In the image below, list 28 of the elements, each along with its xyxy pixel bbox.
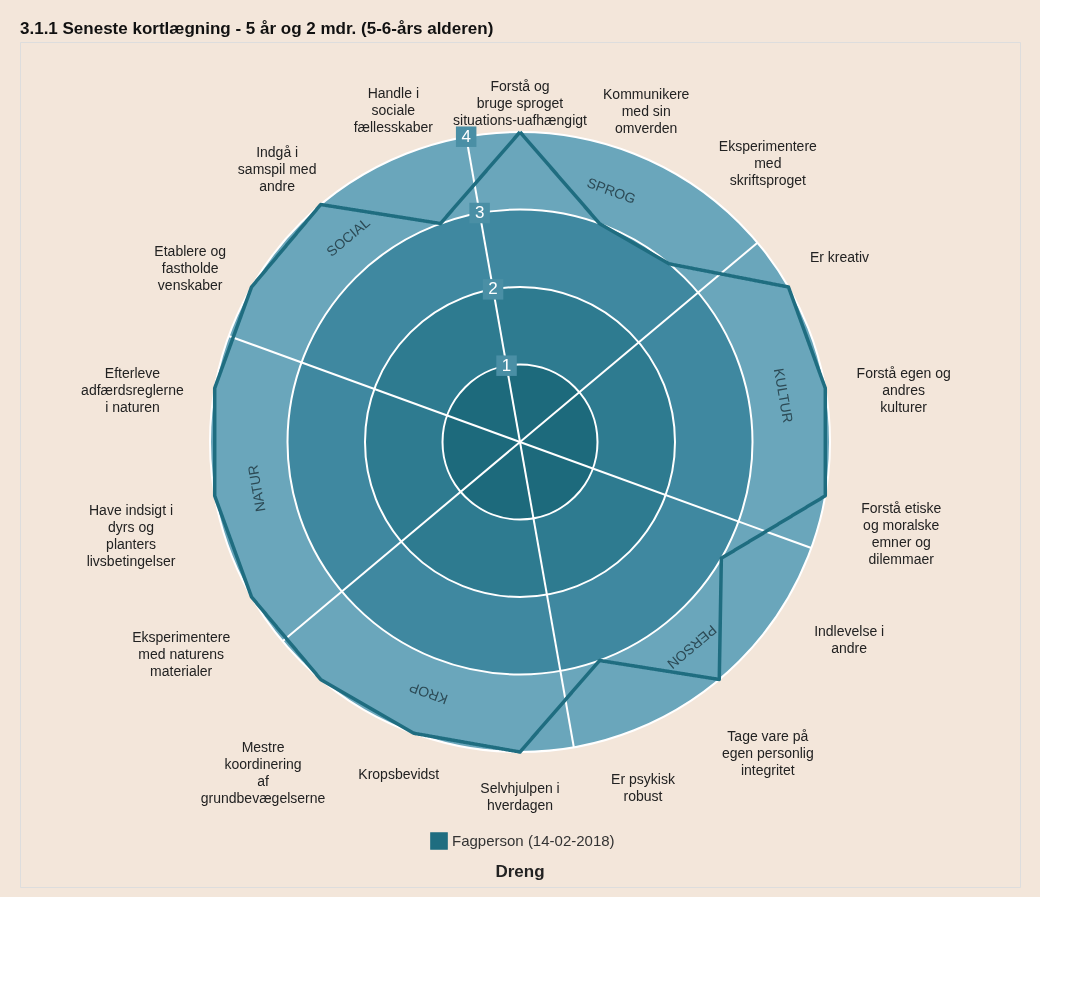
spoke-label: Indlevelse i andre [814, 623, 885, 657]
spoke-label: Forstå etiske og moralske emner og dilemmaer [861, 500, 942, 568]
spoke-label: Indgå i samspil med andre [237, 143, 317, 194]
y-tick-label: 2 [488, 279, 498, 299]
spoke-label: Etablere og fastholde venskaber [154, 242, 226, 293]
text: NATUR [244, 463, 269, 514]
spoke-label: Eksperimentere med skriftsproget [718, 137, 818, 188]
spoke-label: Kropsbevidst [358, 766, 440, 783]
spoke-label: Efterleve adfærdsreglerne i naturen [81, 364, 185, 415]
spoke-label: Selvhjulpen i hverdagen [480, 780, 560, 813]
text: KROP [407, 679, 450, 708]
spoke-label: Kommunikere med sin omverden [603, 86, 690, 137]
spoke-label: Mestre koordinering af grundbevægelserne [200, 739, 326, 807]
y-tick-label: 1 [501, 355, 512, 375]
y-tick-label: 3 [474, 203, 485, 223]
chart-title: 3.1.1 Seneste kortlægning - 5 år og 2 mdr. (5-6-års alderen) [20, 19, 494, 38]
spoke-label: Er psykisk robust [611, 770, 676, 804]
spoke-label: Forstå og bruge sproget situations-uafhængigt [453, 77, 588, 128]
text: Dreng [495, 862, 545, 881]
spoke-label: Forstå egen og andres kulturer [856, 365, 951, 416]
spoke-label: Eksperimentere med naturens materialer [132, 628, 231, 679]
spoke-label: Er kreativ [809, 248, 870, 265]
spoke-label: Handle i sociale fællesskaber [353, 84, 434, 135]
spoke-label: Tage vare på egen personlig integritet [721, 728, 814, 779]
y-tick-label: 4 [461, 126, 471, 146]
spoke-label: Have indsigt i dyrs og planters livsbetingelser [86, 501, 176, 569]
text: KULTUR [770, 367, 797, 424]
legend-label: Fagperson (14-02-2018) [452, 832, 615, 849]
